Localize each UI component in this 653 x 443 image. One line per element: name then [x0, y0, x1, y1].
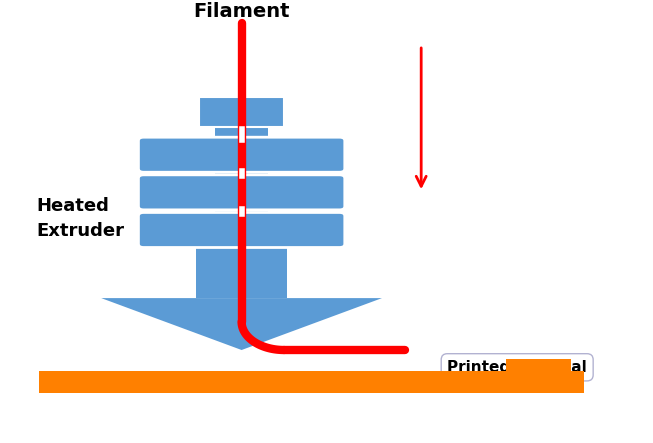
Bar — [39, 371, 584, 393]
FancyBboxPatch shape — [138, 175, 345, 210]
FancyBboxPatch shape — [138, 213, 345, 248]
Text: Filament: Filament — [193, 2, 290, 21]
FancyBboxPatch shape — [138, 137, 345, 172]
Polygon shape — [101, 298, 382, 350]
Polygon shape — [196, 246, 287, 298]
Bar — [506, 359, 571, 371]
Bar — [215, 127, 268, 244]
Bar — [199, 97, 284, 127]
Text: Heated
Extruder: Heated Extruder — [36, 197, 124, 240]
Text: Printed Material: Printed Material — [447, 360, 587, 375]
